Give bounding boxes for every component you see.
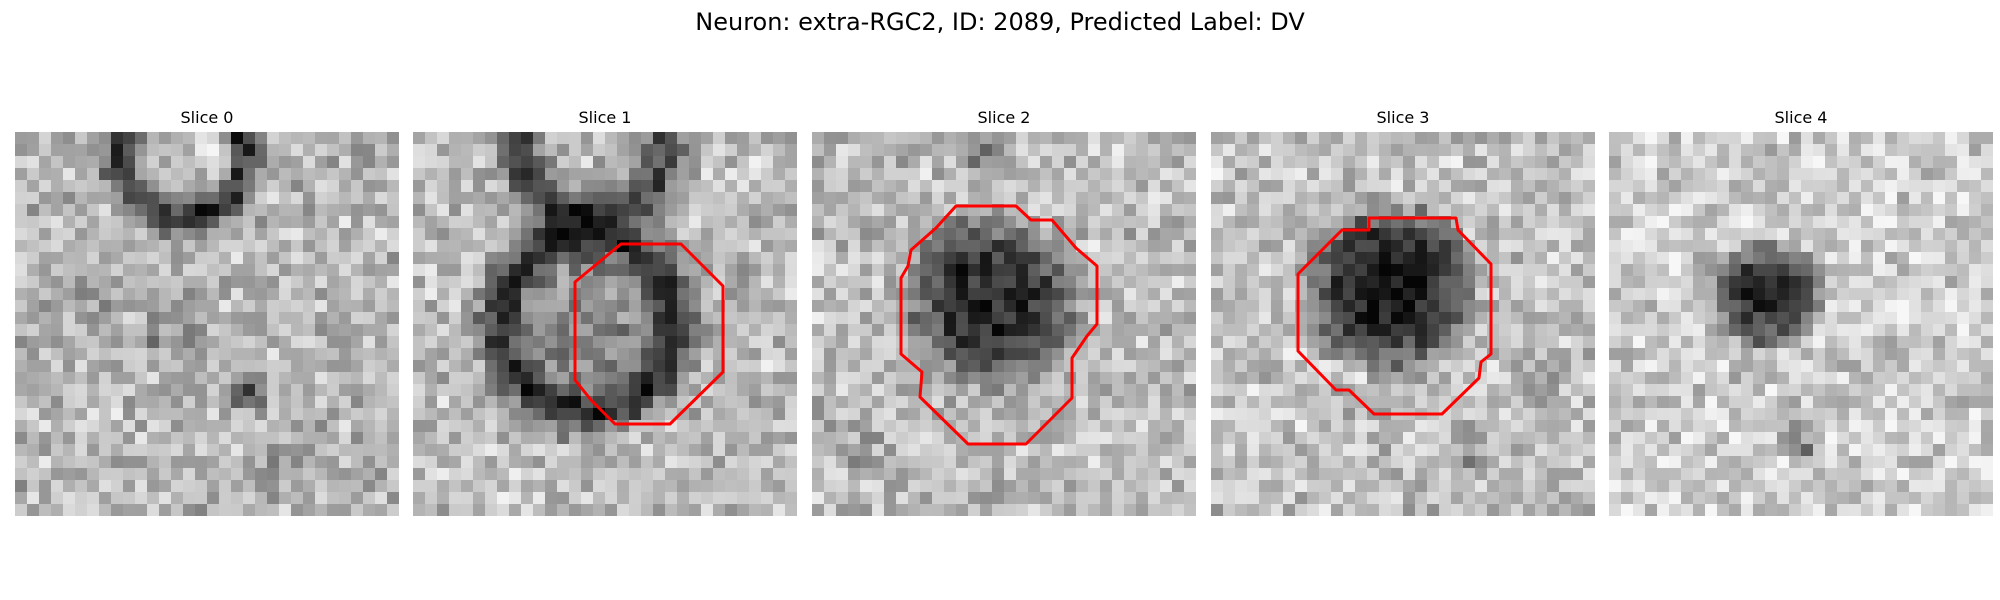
slice-image [15,132,399,516]
neuron-outline [573,242,725,426]
segmentation-polygon [1296,216,1493,416]
slice-image [1609,132,1993,516]
slice-title: Slice 4 [1774,108,1828,127]
microscopy-patch [1609,132,1993,516]
neuron-outline [1296,216,1493,416]
slice-image [413,132,797,516]
slice-image [812,132,1196,516]
slice-title: Slice 2 [977,108,1031,127]
neuron-outline [899,204,1099,446]
slice-panel-4: Slice 4 [1609,108,1993,516]
slice-panel-2: Slice 2 [812,108,1196,516]
slice-panel-0: Slice 0 [15,108,399,516]
slice-image [1211,132,1595,516]
slice-title: Slice 3 [1376,108,1430,127]
figure-title: Neuron: extra-RGC2, ID: 2089, Predicted … [695,8,1305,36]
slice-panel-1: Slice 1 [413,108,797,516]
segmentation-polygon [573,242,725,426]
slice-title: Slice 0 [180,108,234,127]
microscopy-patch [413,132,797,516]
segmentation-polygon [899,204,1099,446]
microscopy-patch [1211,132,1595,516]
slice-panel-3: Slice 3 [1211,108,1595,516]
slice-title: Slice 1 [578,108,632,127]
microscopy-patch [15,132,399,516]
microscopy-patch [812,132,1196,516]
